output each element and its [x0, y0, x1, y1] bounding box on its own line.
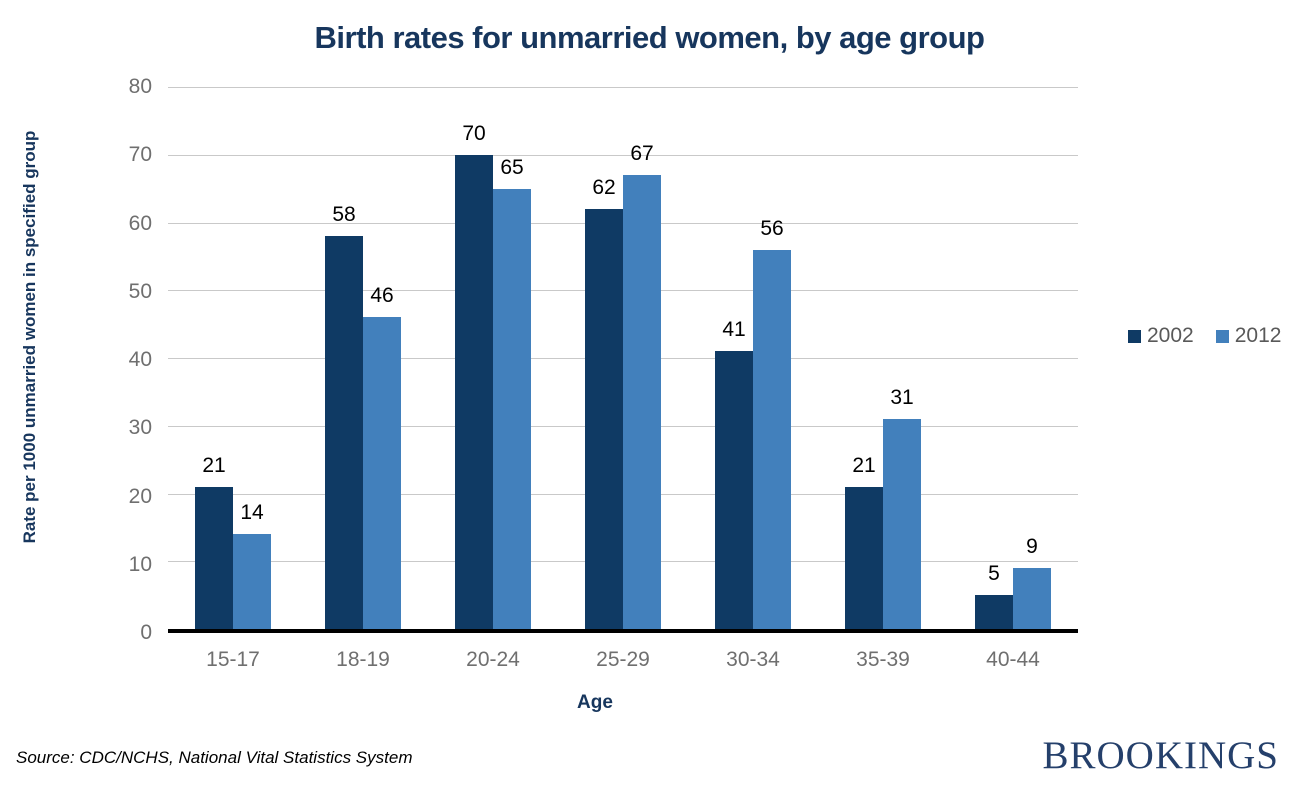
bar-group-15-17: 21 14: [168, 87, 298, 629]
bar-2002-30-34: 41: [715, 318, 753, 629]
plot-area: 21 14 58 46 70 65 62 67 41 56 21 31 5 9: [168, 87, 1078, 633]
bar-group-20-24: 70 65: [428, 87, 558, 629]
bar-2012-15-17: 14: [233, 501, 271, 629]
bar-value-label-2002-35-39: 21: [852, 453, 876, 477]
bar-group-30-34: 41 56: [688, 87, 818, 629]
bar-value-label-2002-15-17: 21: [202, 453, 226, 477]
gridline-80: [168, 87, 1078, 88]
chart-title: Birth rates for unmarried women, by age …: [314, 20, 985, 55]
bar-2012-35-39: 31: [883, 386, 921, 629]
x-axis-ticks: 15-17 18-19 20-24 25-29 30-34 35-39 40-44: [168, 648, 1078, 672]
y-tick-label-0: 0: [140, 621, 152, 644]
y-tick-label-40: 40: [128, 348, 152, 371]
x-tick-label-30-34: 30-34: [726, 648, 780, 671]
bar-2012-25-29: 67: [623, 142, 661, 629]
source-note: Source: CDC/NCHS, National Vital Statist…: [16, 748, 413, 767]
bar-value-label-2012-25-29: 67: [630, 142, 654, 166]
legend-swatch-2002: [1128, 329, 1141, 343]
bar-2002-35-39: 21: [845, 454, 883, 629]
brookings-logo: BROOKINGS: [1042, 734, 1279, 777]
x-tick-label-20-24: 20-24: [466, 648, 520, 671]
bar-2012-30-34: 56: [753, 217, 791, 629]
bar-group-25-29: 62 67: [558, 87, 688, 629]
bar-group-35-39: 21 31: [818, 87, 948, 629]
bar-value-label-2002-30-34: 41: [722, 318, 746, 342]
x-tick-label-15-17: 15-17: [206, 648, 260, 671]
x-tick-label-25-29: 25-29: [596, 648, 650, 671]
y-tick-label-70: 70: [128, 143, 152, 167]
bar-value-label-2002-20-24: 70: [462, 121, 486, 145]
y-tick-label-60: 60: [128, 211, 152, 235]
legend-label-2002: 2002: [1147, 324, 1194, 347]
bar-value-label-2012-40-44: 9: [1026, 535, 1038, 559]
bar-2012-20-24: 65: [493, 156, 531, 629]
bar-value-label-2002-18-19: 58: [332, 203, 356, 227]
y-tick-label-30: 30: [128, 416, 152, 440]
bar-2002-18-19: 58: [325, 203, 363, 629]
bar-2012-18-19: 46: [363, 284, 401, 629]
y-tick-label-20: 20: [128, 484, 152, 508]
legend-item-2012: 2012: [1215, 324, 1282, 348]
bar-value-label-2012-20-24: 65: [500, 155, 524, 179]
bar-group-18-19: 58 46: [298, 87, 428, 629]
bar-value-label-2012-30-34: 56: [760, 216, 784, 240]
bar-value-label-2002-25-29: 62: [592, 175, 616, 199]
legend: 2002 2012: [1128, 324, 1281, 348]
bar-value-label-2002-40-44: 5: [988, 562, 1000, 586]
y-tick-label-50: 50: [128, 279, 152, 303]
bar-value-label-2012-18-19: 46: [370, 284, 394, 308]
bar-2002-40-44: 5: [975, 562, 1013, 629]
y-tick-label-80: 80: [128, 75, 152, 98]
bar-2012-40-44: 9: [1013, 535, 1051, 629]
x-tick-label-40-44: 40-44: [986, 648, 1040, 671]
bar-2002-25-29: 62: [585, 176, 623, 629]
legend-swatch-2012: [1215, 329, 1229, 343]
y-tick-label-10: 10: [128, 552, 152, 576]
bar-2002-20-24: 70: [455, 122, 493, 629]
legend-item-2002: 2002: [1128, 324, 1194, 348]
y-axis-ticks: 0 10 20 30 40 50 60 70 80: [0, 75, 152, 644]
bar-value-label-2012-35-39: 31: [890, 385, 914, 409]
x-tick-label-18-19: 18-19: [336, 648, 390, 671]
bar-2002-15-17: 21: [195, 454, 233, 629]
gridline-70: [168, 154, 1078, 156]
x-tick-label-35-39: 35-39: [856, 648, 910, 671]
legend-label-2012: 2012: [1234, 324, 1282, 347]
x-axis-title: Age: [577, 692, 613, 713]
bar-value-label-2012-15-17: 14: [240, 501, 264, 525]
